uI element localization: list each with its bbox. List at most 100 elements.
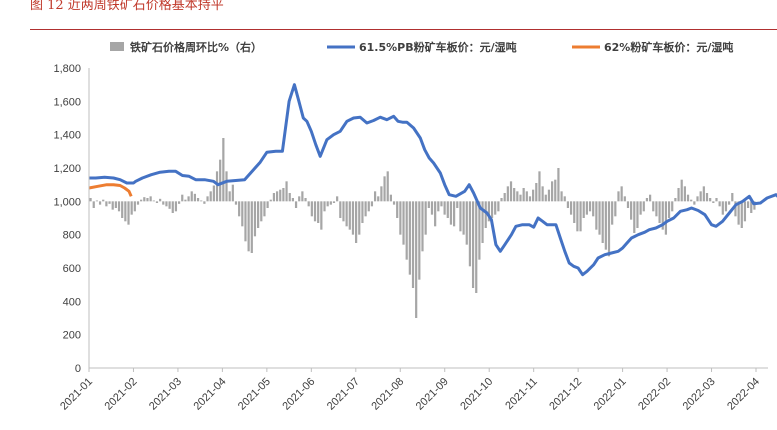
bar [487, 201, 490, 222]
bar [712, 201, 715, 203]
bar [500, 198, 503, 202]
price-lines [88, 83, 777, 277]
y-tick-label: 1,600 [53, 96, 81, 108]
bar [544, 194, 547, 202]
bar [579, 201, 582, 232]
bar [253, 201, 257, 237]
bar [209, 191, 212, 202]
bar [478, 201, 481, 260]
bar [484, 201, 487, 228]
bar [247, 201, 250, 252]
bar [513, 188, 516, 202]
y-tick-label: 1,800 [53, 63, 81, 75]
bar [389, 194, 392, 202]
bar [313, 201, 317, 222]
bar [516, 191, 519, 202]
legend: 铁矿石价格周环比%（右） 61.5%PB粉矿车板价：元/湿吨 62%粉矿车板价：元/… [110, 40, 733, 54]
bar [434, 201, 437, 227]
bar [171, 201, 174, 213]
bar [162, 201, 165, 205]
bar [528, 196, 532, 202]
bar [336, 196, 339, 202]
bar [497, 201, 500, 212]
bar [121, 201, 124, 218]
bar [301, 191, 304, 202]
bar [345, 201, 348, 227]
bar [124, 201, 127, 222]
bar [481, 201, 484, 243]
bar [655, 201, 658, 217]
bar [228, 191, 231, 202]
bar [149, 196, 152, 202]
bar [269, 199, 272, 202]
bar [329, 201, 332, 205]
figure-title: 图 12 近两周铁矿石价格基本持平 [30, 0, 224, 13]
bar [358, 201, 361, 235]
bar [418, 201, 421, 280]
bar [601, 201, 604, 243]
bar [639, 201, 642, 215]
bar [614, 201, 617, 217]
bar [503, 193, 506, 202]
bar [693, 201, 696, 205]
bar [560, 191, 563, 202]
bar [737, 201, 740, 225]
bar [532, 189, 535, 202]
bar [620, 186, 623, 202]
series-line [89, 83, 777, 277]
bar [686, 194, 690, 202]
bar [649, 194, 652, 202]
bar [275, 191, 279, 202]
bar [705, 193, 709, 202]
bar [661, 201, 664, 230]
bar [731, 193, 734, 202]
bar [348, 201, 351, 230]
title-rule [30, 29, 777, 30]
x-tick-label: 2022-02 [636, 376, 673, 413]
bar [250, 201, 253, 253]
bar [566, 201, 570, 208]
bar [152, 200, 155, 202]
bar [415, 201, 418, 318]
x-tick-label: 2021-04 [191, 376, 228, 413]
bar [193, 193, 196, 202]
bar [509, 181, 513, 202]
bar [159, 198, 162, 202]
bar [547, 189, 551, 202]
bar [645, 198, 649, 202]
bar [377, 196, 380, 202]
bar [595, 201, 598, 230]
bar [471, 201, 475, 288]
y-tick-label: 400 [63, 296, 81, 308]
bar [557, 168, 560, 202]
x-tick-label: 2021-11 [503, 376, 539, 412]
x-tick-label: 2021-06 [280, 376, 317, 413]
bar [588, 201, 592, 212]
bar [95, 200, 99, 202]
bar [234, 201, 238, 205]
bar [709, 198, 712, 202]
bar [339, 201, 342, 218]
bar [636, 201, 639, 228]
bar [724, 201, 728, 212]
x-tick-label: 2022-03 [681, 376, 718, 413]
bar [728, 201, 731, 205]
bar [105, 201, 108, 207]
bar [623, 196, 626, 202]
bar [279, 189, 282, 202]
bar [200, 200, 203, 202]
bar [355, 201, 358, 243]
bar [405, 201, 408, 260]
bar [361, 201, 364, 223]
bar [522, 188, 525, 202]
bar [424, 201, 427, 235]
bar [190, 191, 193, 202]
x-tick-label: 2021-07 [325, 376, 362, 413]
bar [563, 196, 566, 202]
bar [421, 201, 424, 252]
bar [683, 186, 686, 202]
bar [440, 201, 443, 207]
bar [140, 199, 143, 202]
bar [317, 201, 320, 223]
bar [373, 191, 377, 202]
